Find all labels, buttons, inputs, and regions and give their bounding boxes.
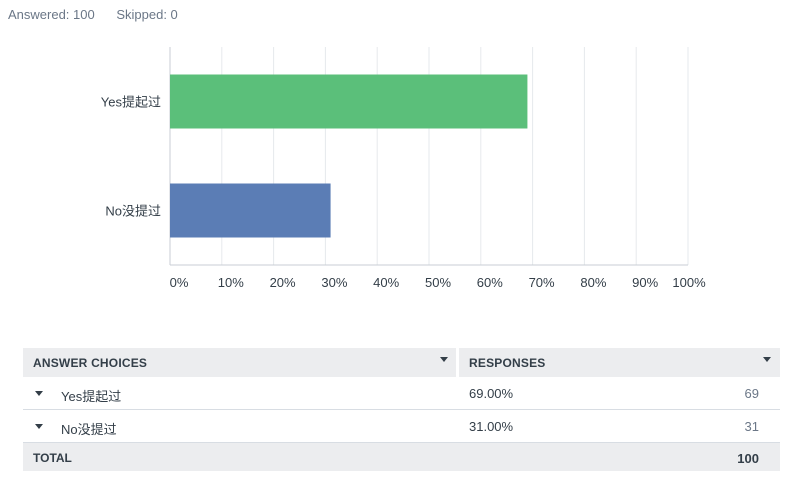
bar [170, 183, 331, 238]
x-tick-label: 80% [580, 275, 606, 290]
category-label: Yes提起过 [101, 95, 161, 110]
bar-chart: 0% 10% 20% 30% 40% 50% 60% 70% 80% 90% 100% Yes提起过 N… [101, 47, 706, 290]
header-separator [456, 348, 459, 377]
x-tick-label: 10% [218, 275, 244, 290]
answer-choice-label: No没提过 [61, 422, 117, 437]
answer-choice-label: Yes提起过 [61, 389, 122, 404]
response-percent: 69.00% [469, 386, 514, 401]
x-tick-label: 20% [270, 275, 296, 290]
answer-choices-header[interactable]: ANSWER CHOICES [33, 356, 148, 370]
skipped-count: Skipped: 0 [116, 7, 178, 22]
responses-sort-caret-icon[interactable] [763, 357, 771, 362]
response-summary: Answered: 100 Skipped: 0 [8, 7, 196, 22]
category-label: No没提过 [105, 204, 161, 219]
total-label: TOTAL [33, 451, 72, 465]
table-row: No没提过 31.00% 31 [23, 410, 780, 443]
answer-table: ANSWER CHOICES RESPONSES Yes提起过 69.00% 6… [23, 348, 780, 471]
expand-row-caret-icon[interactable] [35, 424, 43, 429]
expand-row-caret-icon[interactable] [35, 391, 43, 396]
response-count: 69 [744, 386, 759, 401]
answer-choices-sort-caret-icon[interactable] [440, 357, 448, 362]
response-percent: 31.00% [469, 419, 514, 434]
responses-header[interactable]: RESPONSES [469, 356, 546, 370]
x-tick-label: 0% [170, 275, 189, 290]
x-tick-label: 40% [373, 275, 399, 290]
x-tick-label: 70% [529, 275, 555, 290]
x-tick-label: 50% [425, 275, 451, 290]
x-tick-label: 90% [632, 275, 658, 290]
answered-count: Answered: 100 [8, 7, 95, 22]
x-tick-label: 30% [321, 275, 347, 290]
table-row: Yes提起过 69.00% 69 [23, 377, 780, 410]
x-tick-label: 100% [672, 275, 706, 290]
total-row: TOTAL 100 [23, 443, 780, 471]
response-count: 31 [744, 419, 759, 434]
bar [170, 74, 528, 129]
table-header: ANSWER CHOICES RESPONSES [23, 348, 780, 377]
x-tick-label: 60% [477, 275, 503, 290]
total-count: 100 [737, 451, 759, 466]
